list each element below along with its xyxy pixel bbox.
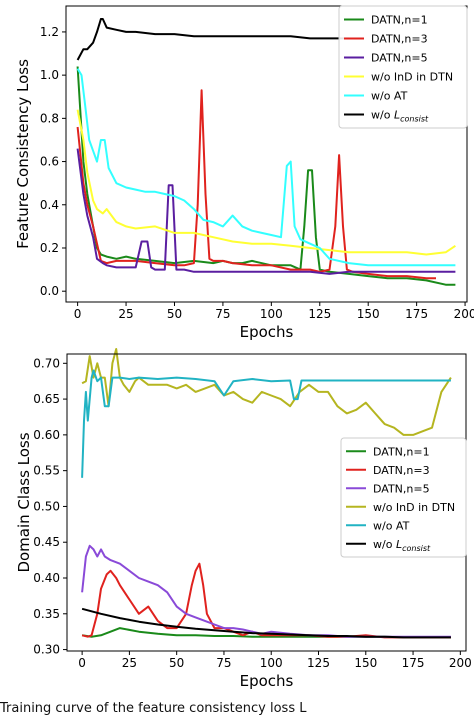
chart2-legend: DATN,n=1 DATN,n=3 DATN,n=5 w/o InD in DTN w/… bbox=[340, 437, 467, 558]
series-line-1-3 bbox=[81, 348, 452, 436]
series-line-0-2 bbox=[76, 148, 456, 275]
x-tick-label: 25 bbox=[118, 307, 133, 321]
series-line-1-2 bbox=[81, 544, 451, 638]
y-tick-label: 1.0 bbox=[40, 68, 59, 82]
y-tick-label: 0.4 bbox=[40, 198, 59, 212]
y-tick-label: 0.50 bbox=[33, 499, 60, 513]
legend-box bbox=[338, 5, 468, 129]
y-tick-label: 0.35 bbox=[33, 607, 60, 621]
domain-class-loss-chart: 0 25 50 75 100 125 150 175 200 0.30 0.35 0.40 0.45 0.… bbox=[15, 348, 472, 690]
x-tick-label: 75 bbox=[216, 656, 231, 670]
series-line-0-5 bbox=[76, 18, 349, 61]
x-tick-label: 125 bbox=[308, 307, 331, 321]
x-tick-label: 50 bbox=[169, 656, 184, 670]
x-tick-label: 0 bbox=[78, 656, 86, 670]
legend-label: w/o InD in DTN bbox=[373, 501, 455, 514]
x-tick-label: 0 bbox=[74, 307, 82, 321]
legend-label: DATN,n=3 bbox=[371, 33, 428, 46]
x-tick-label: 175 bbox=[405, 307, 428, 321]
series-line-1-1 bbox=[81, 562, 451, 639]
legend-label: DATN,n=1 bbox=[371, 14, 428, 27]
legend-label: DATN,n=3 bbox=[373, 464, 430, 477]
series-line-0-4 bbox=[76, 68, 456, 267]
x-axis-label: Epochs bbox=[240, 672, 294, 690]
x-tick-label: 100 bbox=[260, 307, 283, 321]
plot-frame bbox=[65, 5, 468, 303]
y-tick-label: 0.40 bbox=[33, 571, 60, 585]
legend-label: w/o AT bbox=[373, 519, 410, 532]
figure-caption: Training curve of the feature consistenc… bbox=[0, 701, 307, 715]
series-line-0-3 bbox=[76, 109, 456, 256]
y-axis-label: Feature Consistency Loss bbox=[14, 59, 32, 249]
x-tick-label: 125 bbox=[307, 656, 330, 670]
x-tick-label: 200 bbox=[454, 307, 474, 321]
x-tick-label: 75 bbox=[215, 307, 230, 321]
y-tick-label: 0.55 bbox=[33, 464, 60, 478]
x-tick-label: 175 bbox=[402, 656, 425, 670]
legend-box bbox=[340, 437, 467, 558]
feature-consistency-loss-chart: 0 25 50 75 100 125 150 175 200 0.0 0.2 0.4 0.6 0.8 1.0… bbox=[14, 5, 474, 341]
y-tick-label: 0.2 bbox=[40, 241, 59, 255]
x-tick-label: 200 bbox=[449, 656, 472, 670]
series-line-1-5 bbox=[81, 607, 451, 639]
x-axis-label: Epochs bbox=[240, 323, 294, 341]
y-tick-label: 0.60 bbox=[33, 428, 60, 442]
y-tick-label: 0.6 bbox=[40, 155, 59, 169]
x-tick-label: 150 bbox=[357, 307, 380, 321]
x-tick-label: 50 bbox=[167, 307, 182, 321]
series-line-0-1 bbox=[76, 89, 436, 280]
x-tick-label: 150 bbox=[354, 656, 377, 670]
y-tick-label: 0.0 bbox=[40, 284, 59, 298]
series-line-0-0 bbox=[76, 66, 456, 286]
y-tick-label: 0.45 bbox=[33, 535, 60, 549]
y-tick-label: 0.30 bbox=[33, 643, 60, 657]
x-tick-label: 25 bbox=[122, 656, 137, 670]
legend-label: w/o InD in DTN bbox=[371, 71, 453, 84]
legend-label: DATN,n=1 bbox=[373, 445, 430, 458]
series-line-1-4 bbox=[81, 369, 451, 478]
chart1-legend: DATN,n=1 DATN,n=3 DATN,n=5 w/o InD in DTN w/… bbox=[338, 5, 468, 129]
y-tick-label: 0.8 bbox=[40, 111, 59, 125]
y-tick-label: 1.2 bbox=[40, 25, 59, 39]
legend-label: w/o AT bbox=[371, 90, 408, 103]
y-tick-label: 0.70 bbox=[33, 356, 60, 370]
legend-label: DATN,n=5 bbox=[371, 52, 428, 65]
legend-label: DATN,n=5 bbox=[373, 482, 430, 495]
y-axis-label: Domain Class Loss bbox=[15, 432, 33, 572]
y-tick-label: 0.65 bbox=[33, 392, 60, 406]
x-tick-label: 100 bbox=[260, 656, 283, 670]
